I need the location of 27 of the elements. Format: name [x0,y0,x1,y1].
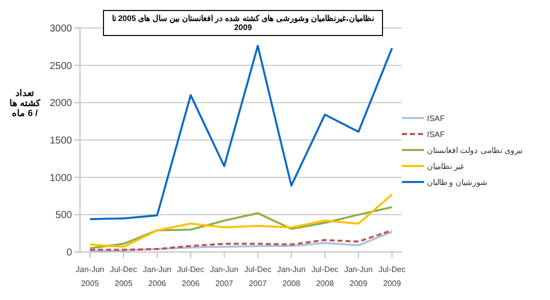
x-tick-label: Jan-Jun 2007 [210,265,238,288]
y-tick-label: 1500 [50,136,72,147]
x-tick-label: Jul-Dec 2006 [177,265,204,288]
x-tick-label: Jan-Jun 2009 [344,265,373,288]
chart-title: نظامیان،غیرنظامیان وشورشی های کشته شده در افغانستان بین سال های 2005 تا 2009 [103,10,383,36]
y-tick-label: 0 [66,248,72,259]
x-tick-label: Jul-Dec 2009 [378,265,406,288]
legend-label: غیر نظامیان [427,162,464,170]
y-tick-label: 2000 [50,98,72,110]
y-tick-label: 1000 [50,172,72,184]
y-tick-label: 500 [55,210,72,222]
legend-label: ISAF [427,130,445,138]
x-tick-label: Jan-Jun 2008 [277,265,306,288]
y-axis-title: تعداد کشته ها / 6 ماه [8,88,42,118]
x-tick-label: Jul-Dec 2008 [311,265,338,288]
legend-label: شورشیان و طالبان [427,178,488,186]
legend-label: نیروی نظامی دولت افغانستان [427,146,523,154]
x-tick-label: Jan-Jun 2005 [76,265,104,288]
x-tick-label: Jan-Jun 2006 [142,265,172,288]
x-tick-label: Jul-Dec 2005 [110,265,138,288]
line-series [89,44,393,220]
y-tick-label: 2500 [50,60,72,72]
y-tick-label: 3000 [50,24,72,35]
line-series [89,206,393,250]
legend-label: ISAF [427,114,445,122]
line-series [89,194,393,248]
x-tick-label: Jul-Dec 2007 [244,265,272,288]
